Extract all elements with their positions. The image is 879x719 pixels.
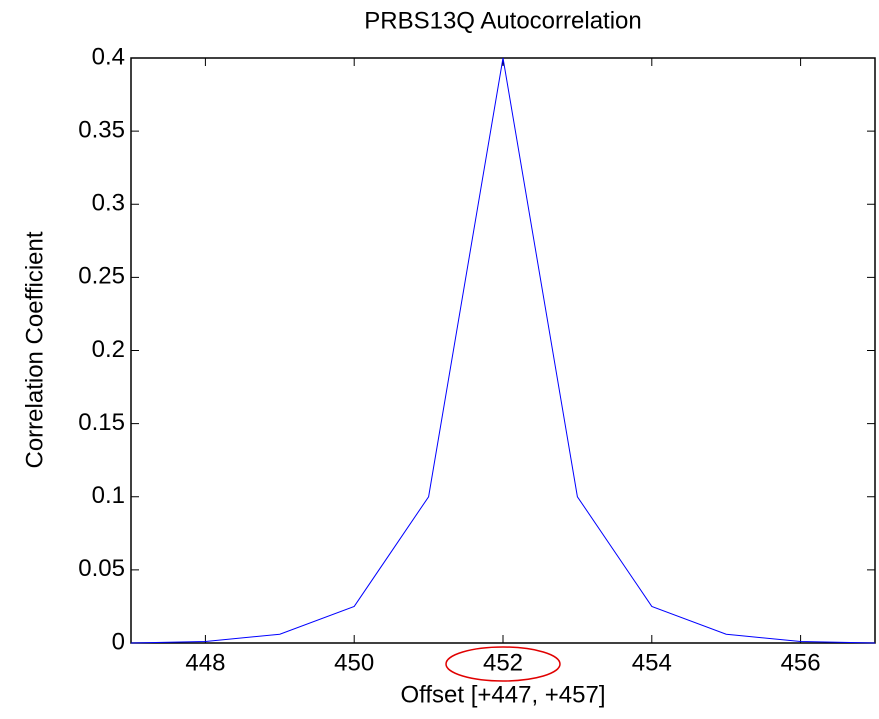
y-axis-label: Correlation Coefficient — [21, 231, 48, 468]
y-tick-label: 0 — [112, 628, 125, 655]
y-tick-label: 0.1 — [92, 482, 125, 509]
chart-title: PRBS13Q Autocorrelation — [364, 7, 642, 34]
highlight-ellipse — [445, 646, 561, 682]
y-tick-label: 0.2 — [92, 336, 125, 363]
data-line — [130, 57, 876, 644]
y-tick-label: 0.4 — [92, 43, 125, 70]
x-axis-label: Offset [+447, +457] — [400, 681, 605, 708]
y-tick-label: 0.3 — [92, 190, 125, 217]
x-tick-label: 450 — [334, 649, 374, 676]
y-tick-label: 0.25 — [78, 263, 125, 290]
y-tick-label: 0.05 — [78, 555, 125, 582]
x-tick-label: 448 — [185, 649, 225, 676]
x-tick-label: 456 — [781, 649, 821, 676]
x-tick-label: 452 — [483, 649, 523, 676]
x-tick-label: 454 — [632, 649, 672, 676]
y-tick-label: 0.15 — [78, 409, 125, 436]
y-tick-label: 0.35 — [78, 116, 125, 143]
